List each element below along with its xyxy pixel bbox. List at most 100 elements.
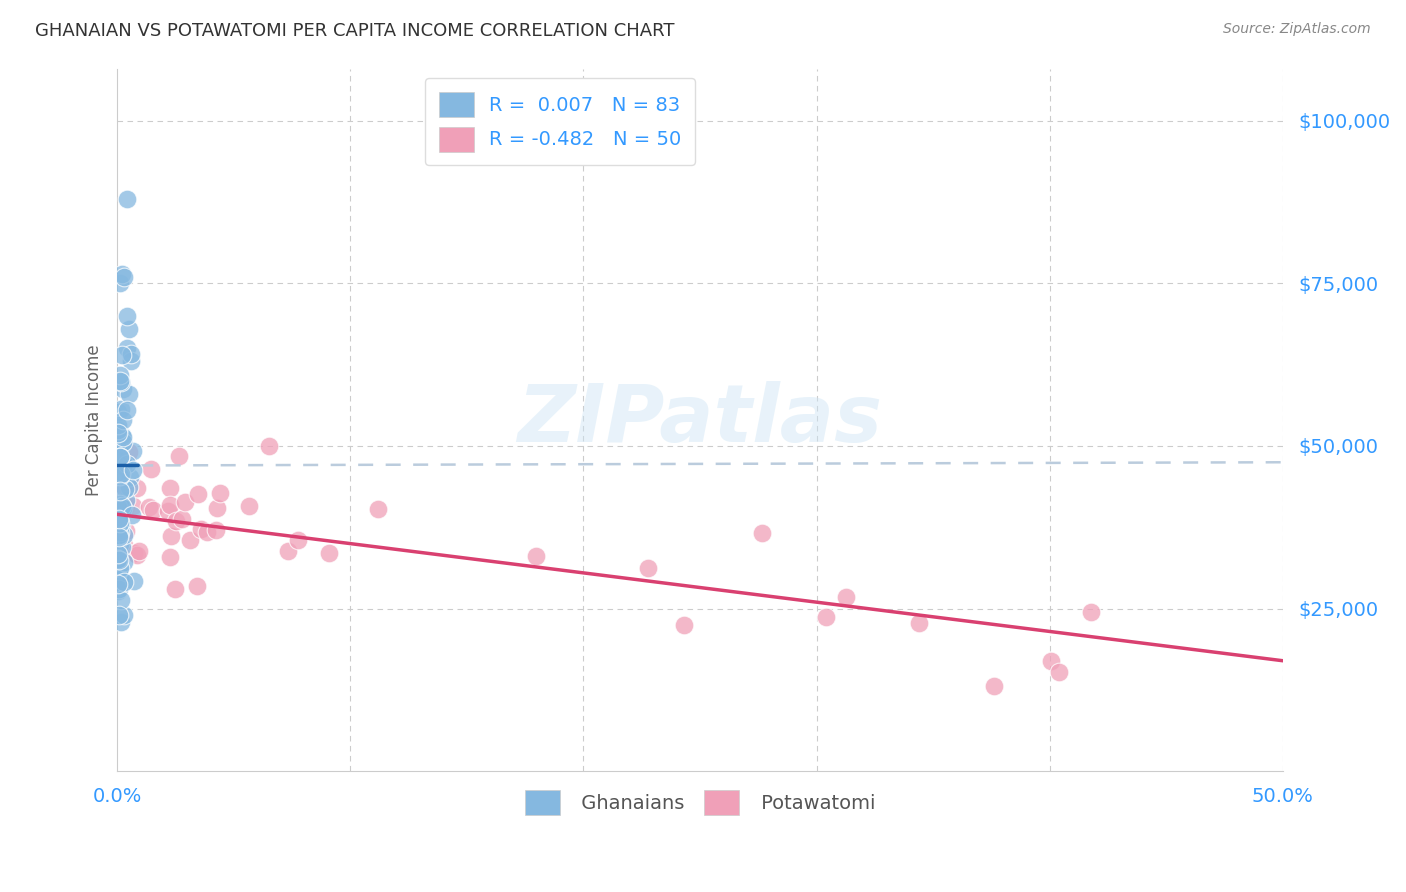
Point [110, 368, 132, 382]
Point [108, 537, 131, 551]
Point [107, 423, 129, 437]
Point [107, 418, 129, 433]
Text: Source: ZipAtlas.com: Source: ZipAtlas.com [1223, 22, 1371, 37]
Point [107, 528, 129, 542]
Point [111, 434, 134, 449]
Text: GHANAIAN VS POTAWATOMI PER CAPITA INCOME CORRELATION CHART: GHANAIAN VS POTAWATOMI PER CAPITA INCOME… [35, 22, 675, 40]
Point [141, 462, 163, 476]
Point [108, 572, 131, 586]
Point [110, 521, 132, 535]
Point [122, 499, 145, 513]
Point [122, 463, 145, 477]
Point [156, 504, 179, 518]
Point [159, 498, 181, 512]
Point [187, 486, 209, 500]
Point [751, 526, 773, 541]
Point [115, 524, 138, 539]
Point [165, 582, 187, 596]
Point [108, 524, 131, 538]
Point [108, 497, 131, 511]
Point [112, 608, 135, 623]
Point [107, 425, 129, 440]
Point [108, 455, 131, 469]
Point [205, 500, 228, 515]
Point [110, 516, 132, 530]
Point [108, 523, 131, 537]
Point [118, 480, 141, 494]
Point [179, 533, 201, 547]
Point [115, 403, 138, 417]
Point [118, 387, 141, 401]
Point [107, 533, 129, 547]
Point [111, 267, 134, 281]
Point [110, 592, 132, 607]
Point [277, 544, 299, 558]
Point [107, 564, 129, 578]
Point [190, 522, 212, 536]
Point [108, 582, 131, 597]
Point [367, 502, 389, 516]
Point [108, 522, 131, 536]
Point [208, 486, 231, 500]
Point [107, 405, 129, 419]
Point [108, 511, 131, 525]
Point [121, 508, 143, 522]
Point [107, 583, 129, 598]
Point [983, 679, 1005, 693]
Point [835, 591, 858, 605]
Point [110, 374, 132, 388]
Point [112, 528, 135, 542]
Point [110, 458, 132, 472]
Point [159, 550, 181, 565]
Point [1047, 665, 1070, 679]
Point [637, 561, 659, 575]
Point [107, 551, 129, 566]
Point [115, 458, 138, 472]
Point [111, 499, 134, 513]
Point [173, 494, 195, 508]
Point [112, 458, 135, 472]
Point [186, 578, 208, 592]
Point [124, 574, 146, 589]
Point [107, 511, 129, 525]
Point [115, 499, 138, 513]
Point [112, 269, 135, 284]
Point [107, 441, 129, 455]
Point [118, 322, 141, 336]
Text: ZIPatlas: ZIPatlas [517, 381, 883, 459]
Point [160, 529, 183, 543]
Point [172, 512, 194, 526]
Point [110, 517, 132, 532]
Point [107, 577, 129, 591]
Point [120, 354, 142, 368]
Point [112, 574, 135, 589]
Point [318, 546, 340, 560]
Point [110, 439, 132, 453]
Point [108, 560, 131, 574]
Point [107, 500, 129, 514]
Point [108, 450, 131, 464]
Point [287, 533, 309, 548]
Point [526, 549, 548, 564]
Point [128, 543, 150, 558]
Point [108, 530, 131, 544]
Point [110, 540, 132, 554]
Point [111, 427, 134, 442]
Point [115, 342, 138, 356]
Point [110, 467, 132, 482]
Point [112, 538, 135, 552]
Point [127, 549, 149, 563]
Point [110, 401, 132, 416]
Point [120, 347, 142, 361]
Point [108, 484, 131, 499]
Point [673, 618, 696, 632]
Point [115, 192, 138, 206]
Point [108, 277, 131, 291]
Point [112, 555, 135, 569]
Point [110, 465, 132, 479]
Legend:  Ghanaians,  Potawatomi: Ghanaians, Potawatomi [515, 780, 884, 825]
Point [138, 500, 160, 514]
Point [169, 449, 191, 463]
Point [112, 413, 135, 427]
Point [112, 501, 135, 516]
